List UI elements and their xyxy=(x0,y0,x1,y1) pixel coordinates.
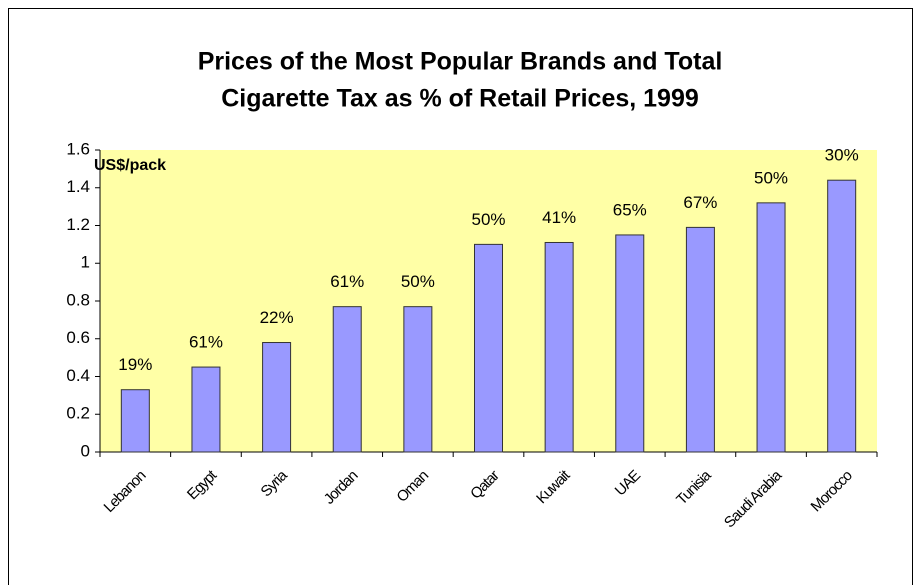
data-label: 19% xyxy=(118,355,152,374)
data-label: 22% xyxy=(260,308,294,327)
data-label: 61% xyxy=(189,333,223,352)
bar xyxy=(615,234,645,453)
data-label: 50% xyxy=(401,272,435,291)
bar xyxy=(756,202,786,453)
y-tick-label: 0.2 xyxy=(66,404,90,423)
bar xyxy=(544,241,574,453)
bar xyxy=(403,306,433,453)
bar xyxy=(827,179,857,453)
data-label: 61% xyxy=(330,272,364,291)
bar xyxy=(191,366,221,453)
y-tick-label: 0.4 xyxy=(66,366,90,385)
bar xyxy=(474,243,503,453)
chart-title: Cigarette Tax as % of Retail Prices, 199… xyxy=(221,85,699,113)
y-axis-label: US$/pack xyxy=(94,157,166,174)
data-label: 50% xyxy=(471,210,505,229)
data-label: 67% xyxy=(683,193,717,212)
bar xyxy=(332,306,362,453)
data-label: 65% xyxy=(613,200,647,219)
y-tick-label: 0.8 xyxy=(66,290,90,309)
y-tick-label: 1 xyxy=(81,253,90,272)
chart-title: Prices of the Most Popular Brands and To… xyxy=(198,48,723,76)
y-tick-label: 1.2 xyxy=(66,215,90,234)
y-tick-label: 0 xyxy=(81,441,90,460)
y-tick-label: 0.6 xyxy=(66,328,90,347)
y-tick-label: 1.6 xyxy=(66,139,90,158)
data-label: 30% xyxy=(825,146,859,165)
data-label: 41% xyxy=(542,208,576,227)
bar xyxy=(685,226,715,453)
bar xyxy=(120,389,150,453)
data-label: 50% xyxy=(754,168,788,187)
bar xyxy=(262,342,292,453)
y-tick-label: 1.4 xyxy=(66,177,90,196)
